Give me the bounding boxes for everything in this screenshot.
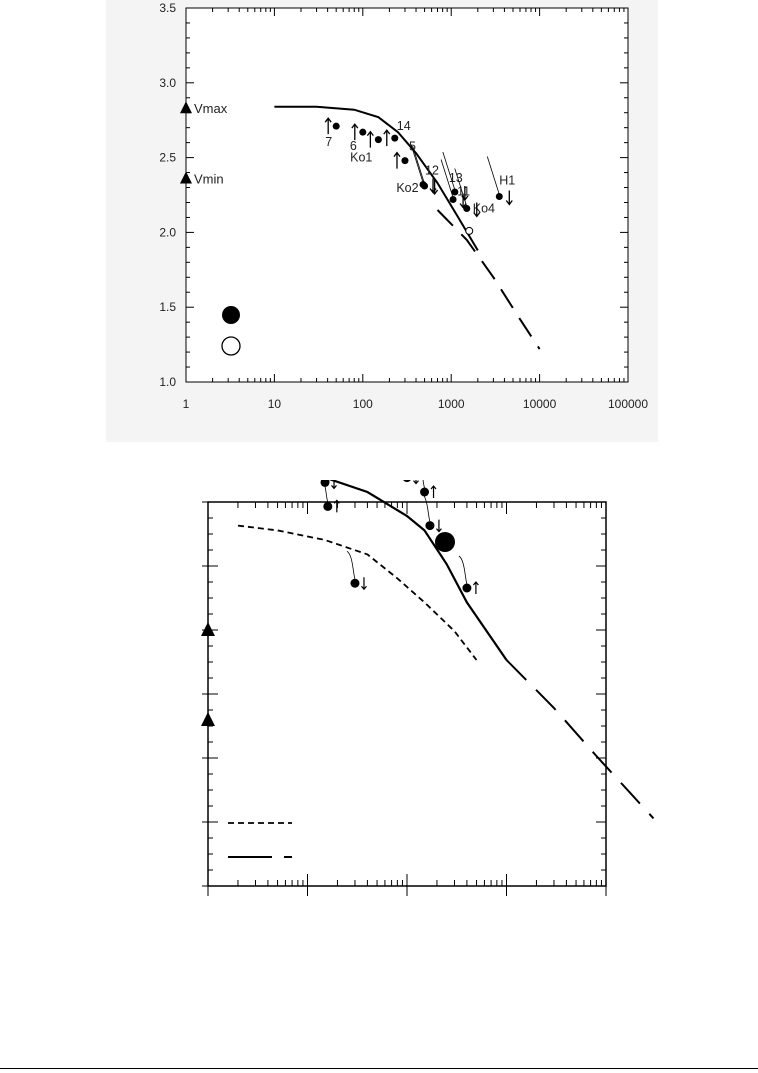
x-tick-label: 100000 xyxy=(608,397,648,411)
point-label: Ko1 xyxy=(350,151,372,165)
data-point xyxy=(320,480,330,487)
data-point xyxy=(425,521,435,531)
long-dashed-curve xyxy=(505,659,655,820)
point-label: 11 xyxy=(457,184,470,198)
y-tick-label: 3.0 xyxy=(159,76,176,90)
point-label: 7 xyxy=(325,135,332,149)
down-arrow-icon xyxy=(435,519,442,533)
trend-stroke xyxy=(422,480,425,489)
data-point xyxy=(401,157,409,165)
point-label: H1 xyxy=(499,173,515,187)
trend-stroke xyxy=(346,550,356,580)
reference-label: Vmin xyxy=(194,172,224,187)
legend-filled-circle xyxy=(222,306,240,324)
y-tick-label: 1.5 xyxy=(159,300,176,314)
data-point xyxy=(462,583,472,593)
up-arrow-icon xyxy=(472,581,479,594)
up-arrow-icon xyxy=(383,129,391,147)
plot-frame xyxy=(185,7,629,383)
up-arrow-icon xyxy=(333,499,340,513)
up-arrow-icon xyxy=(430,485,437,498)
down-arrow-icon xyxy=(505,190,513,206)
legend-open-circle xyxy=(221,336,241,356)
down-arrow-icon xyxy=(431,180,439,196)
x-tick-label: 1 xyxy=(183,397,190,411)
point-label: Ko2 xyxy=(396,181,418,195)
triangle-marker xyxy=(201,712,215,726)
dashed-curve xyxy=(436,209,541,350)
point-label: 12 xyxy=(425,164,439,178)
solid-curve xyxy=(328,480,508,661)
down-arrow-icon xyxy=(473,202,481,218)
trend-stroke xyxy=(412,145,425,185)
data-point xyxy=(449,195,457,203)
trend-stroke xyxy=(458,555,468,585)
data-point xyxy=(463,204,471,212)
up-arrow-icon xyxy=(351,123,359,141)
trend-stroke xyxy=(421,493,431,522)
down-arrow-icon xyxy=(413,480,419,485)
data-point xyxy=(451,188,459,196)
point-label: 14 xyxy=(397,119,411,133)
y-tick-label: 2.0 xyxy=(159,225,176,239)
short-dashed-curve xyxy=(237,524,478,661)
reference-label: Vmax xyxy=(194,101,228,116)
page-footer-rule xyxy=(0,1068,758,1069)
down-arrow-icon xyxy=(331,480,337,490)
bottom-chart xyxy=(201,480,655,896)
trend-stroke xyxy=(442,151,456,191)
legend-large-filled-circle xyxy=(435,532,455,552)
trend-stroke xyxy=(486,156,500,195)
trend-stroke xyxy=(454,168,468,207)
y-tick-label: 1.0 xyxy=(159,375,176,389)
plot-frame xyxy=(207,501,607,887)
up-arrow-icon xyxy=(324,117,332,135)
point-label: 6 xyxy=(350,139,357,153)
data-point xyxy=(332,122,340,130)
y-tick-label: 3.5 xyxy=(159,1,176,15)
x-tick-label: 1000 xyxy=(438,397,465,411)
top-chart: 1 10 100 1000 10000 100000 1.0 1.5 2.0 2.5 3.0 3.5 V… xyxy=(106,0,658,442)
data-point xyxy=(359,128,367,136)
x-tick-label: 10 xyxy=(268,397,282,411)
data-point xyxy=(391,134,399,142)
trend-stroke xyxy=(323,480,329,503)
data-point xyxy=(420,487,430,497)
down-arrow-icon xyxy=(361,577,367,591)
triangle-marker xyxy=(180,101,192,114)
x-tick-label: 10000 xyxy=(523,397,557,411)
trend-stroke xyxy=(410,144,424,183)
trend-stroke xyxy=(440,159,454,198)
data-point xyxy=(374,136,382,144)
data-point xyxy=(421,182,429,190)
data-point xyxy=(403,480,411,483)
open-data-point xyxy=(465,226,474,235)
data-point xyxy=(350,578,360,588)
up-arrow-icon xyxy=(366,130,374,148)
up-arrow-icon xyxy=(393,151,401,169)
x-tick-label: 100 xyxy=(353,397,373,411)
point-label: Ko4 xyxy=(473,201,495,215)
triangle-marker xyxy=(201,622,215,636)
solid-curve xyxy=(274,105,479,251)
y-tick-label: 2.5 xyxy=(159,151,176,165)
triangle-marker xyxy=(180,171,192,184)
data-point xyxy=(495,192,503,200)
data-point xyxy=(323,501,333,511)
